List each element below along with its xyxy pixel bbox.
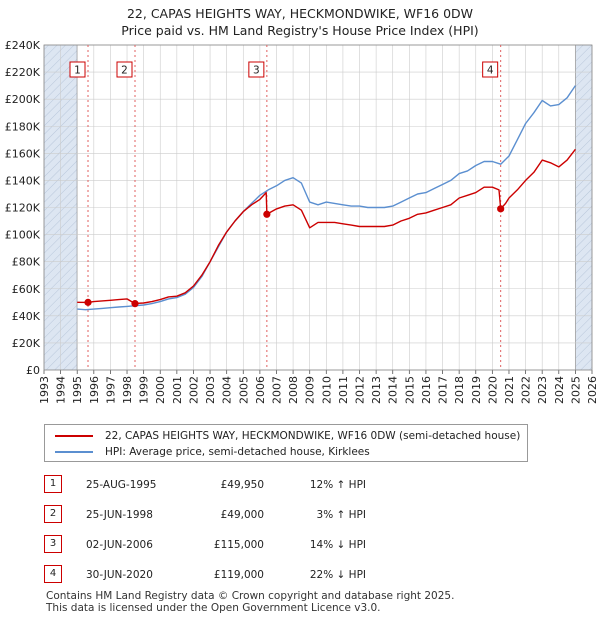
y-tick-label: £140K — [5, 174, 41, 187]
legend-entry-hpi: HPI: Average price, semi-detached house,… — [55, 444, 370, 460]
sale-number-badge: 2 — [44, 505, 62, 523]
x-tick-label: 2014 — [387, 376, 400, 404]
x-tick-label: 2022 — [520, 376, 533, 404]
x-tick-label: 2008 — [287, 376, 300, 404]
x-tick-label: 2025 — [569, 376, 582, 404]
chart-title: 22, CAPAS HEIGHTS WAY, HECKMONDWIKE, WF1… — [126, 6, 474, 21]
sale-price: £115,000 — [213, 539, 264, 551]
footer-copyright: Contains HM Land Registry data © Crown c… — [46, 590, 455, 602]
x-tick-label: 2024 — [553, 376, 566, 404]
x-tick-label: 2009 — [304, 376, 317, 404]
sale-number-badge: 4 — [44, 565, 62, 583]
y-tick-label: £0 — [26, 364, 40, 377]
sale-hpi-diff: 3% ↑ HPI — [316, 509, 366, 521]
x-tick-label: 1999 — [138, 376, 151, 404]
sale-label-box-1 — [69, 61, 86, 78]
price-paid-line — [77, 148, 576, 305]
x-tick-label: 2026 — [586, 376, 599, 404]
legend-swatch-price — [55, 435, 93, 437]
sale-number-badge: 1 — [44, 475, 62, 493]
table-row: 3 02-JUN-2006 £115,000 14% ↓ HPI — [44, 532, 464, 562]
sale-price: £119,000 — [213, 569, 264, 581]
x-tick-label: 2002 — [187, 376, 200, 404]
table-row: 2 25-JUN-1998 £49,000 3% ↑ HPI — [44, 502, 464, 532]
y-tick-label: £180K — [5, 120, 41, 133]
y-tick-label: £40K — [12, 310, 41, 323]
x-tick-label: 2019 — [470, 376, 483, 404]
x-tick-label: 2021 — [503, 376, 516, 404]
footer: Contains HM Land Registry data © Crown c… — [46, 590, 454, 614]
x-tick-label: 2018 — [453, 376, 466, 404]
sale-label-box-3 — [248, 61, 265, 78]
table-row: 1 25-AUG-1995 £49,950 12% ↑ HPI — [44, 472, 464, 502]
x-tick-label: 1998 — [121, 376, 134, 404]
y-tick-label: £220K — [5, 66, 41, 79]
x-tick-label: 2004 — [221, 376, 234, 404]
sale-date: 30-JUN-2020 — [86, 569, 153, 581]
x-tick-label: 2010 — [320, 376, 333, 404]
sales-table: 1 25-AUG-1995 £49,950 12% ↑ HPI 2 25-JUN… — [44, 472, 464, 592]
x-tick-label: 2003 — [204, 376, 217, 404]
table-row: 4 30-JUN-2020 £119,000 22% ↓ HPI — [44, 562, 464, 592]
legend-swatch-hpi — [55, 451, 93, 453]
x-tick-label: 2011 — [337, 376, 350, 404]
x-tick-label: 2006 — [254, 376, 267, 404]
hpi-line — [77, 85, 576, 311]
x-tick-label: 2005 — [237, 376, 250, 404]
sale-hpi-diff: 22% ↓ HPI — [309, 569, 366, 581]
x-tick-label: 2012 — [354, 376, 367, 404]
x-tick-label: 2013 — [370, 376, 383, 404]
sale-date: 25-JUN-1998 — [86, 509, 153, 521]
x-tick-label: 2000 — [154, 376, 167, 404]
sale-hpi-diff: 14% ↓ HPI — [309, 539, 366, 551]
x-tick-label: 2020 — [486, 376, 499, 404]
x-tick-label: 2017 — [437, 376, 450, 404]
sale-date: 25-AUG-1995 — [86, 479, 157, 491]
y-tick-label: £240K — [5, 39, 41, 52]
chart-legend: 22, CAPAS HEIGHTS WAY, HECKMONDWIKE, WF1… — [44, 424, 528, 462]
y-tick-label: £20K — [12, 337, 41, 350]
sale-label-2: 2 — [121, 65, 128, 77]
sale-label-4: 4 — [487, 65, 494, 77]
x-tick-label: 1994 — [55, 376, 68, 404]
footer-licence: This data is licensed under the Open Gov… — [46, 602, 381, 614]
x-tick-label: 1997 — [104, 376, 117, 404]
x-tick-label: 1995 — [71, 376, 84, 404]
y-tick-label: £120K — [5, 202, 41, 215]
sale-point-3 — [263, 210, 271, 218]
y-tick-label: £200K — [5, 93, 41, 106]
y-tick-label: £60K — [12, 283, 41, 296]
sale-number-badge: 3 — [44, 535, 62, 553]
sale-hpi-diff: 12% ↑ HPI — [309, 479, 366, 491]
sale-label-box-4 — [482, 61, 499, 78]
sale-price: £49,000 — [220, 509, 264, 521]
x-tick-label: 2016 — [420, 376, 433, 404]
plot-border — [43, 44, 593, 371]
sale-point-4 — [497, 205, 505, 213]
y-tick-label: £80K — [12, 256, 41, 269]
sale-price: £49,950 — [220, 479, 264, 491]
legend-entry-price: 22, CAPAS HEIGHTS WAY, HECKMONDWIKE, WF1… — [55, 428, 520, 444]
legend-label-price: 22, CAPAS HEIGHTS WAY, HECKMONDWIKE, WF1… — [105, 430, 521, 442]
x-tick-label: 2015 — [403, 376, 416, 404]
sale-label-box-2 — [116, 61, 133, 78]
sale-label-3: 3 — [253, 65, 260, 77]
x-tick-label: 1996 — [88, 376, 101, 404]
sale-point-2 — [131, 300, 139, 308]
x-tick-label: 2007 — [270, 376, 283, 404]
y-tick-label: £160K — [5, 147, 41, 160]
x-tick-label: 2001 — [171, 376, 184, 404]
sale-label-1: 1 — [74, 65, 81, 77]
price-chart: £0 £20K £40K £60K £80K £100K £120K £140K £160K £1… — [5, 39, 599, 404]
chart-subtitle: Price paid vs. HM Land Registry's House … — [121, 23, 479, 38]
sale-date: 02-JUN-2006 — [86, 539, 153, 551]
x-tick-label: 1993 — [38, 376, 51, 404]
x-tick-label: 2023 — [536, 376, 549, 404]
legend-label-hpi: HPI: Average price, semi-detached house,… — [105, 446, 370, 458]
sale-point-1 — [84, 298, 92, 306]
y-tick-label: £100K — [5, 229, 41, 242]
